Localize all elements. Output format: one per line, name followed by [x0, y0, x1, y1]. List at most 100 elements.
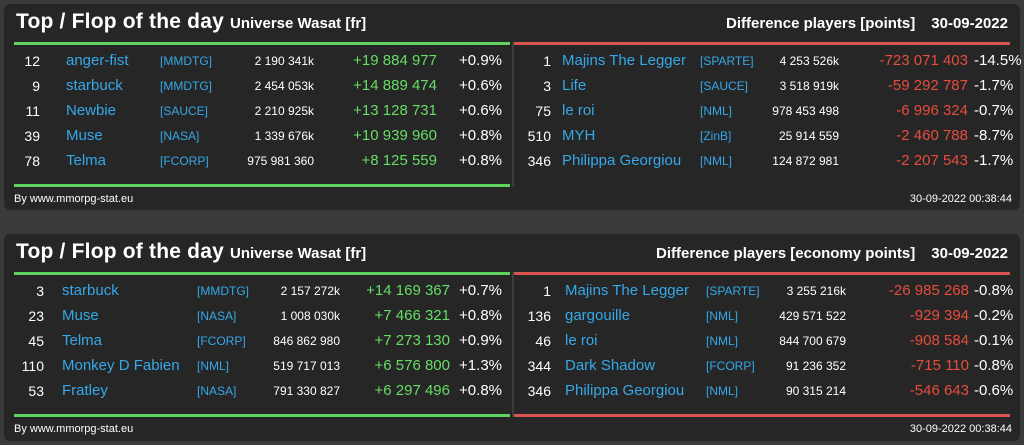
player-points: 429 571 522	[779, 309, 846, 323]
column-divider	[512, 42, 514, 187]
panel-title: Top / Flop of the day	[16, 10, 224, 33]
percent-change: -0.8%	[974, 282, 1014, 299]
player-name-link[interactable]: Philippa Georgiou	[562, 152, 682, 169]
points-difference: -6 996 324	[896, 102, 968, 119]
player-rank: 344	[527, 358, 551, 374]
player-name-link[interactable]: Newbie	[66, 102, 117, 119]
player-rank: 11	[25, 103, 40, 119]
alliance-tag: [MMDTG]	[197, 284, 249, 298]
percent-change: -0.7%	[974, 102, 1014, 119]
universe-label: Universe Wasat [fr]	[230, 15, 367, 32]
player-name-link[interactable]: Monkey D Fabien	[62, 357, 180, 374]
percent-change: +1.3%	[459, 357, 502, 374]
player-name-link[interactable]: Majins The Legger	[565, 282, 689, 299]
player-name-link[interactable]: gargouille	[565, 307, 631, 324]
player-rank: 12	[24, 53, 40, 69]
player-rank: 3	[36, 283, 44, 299]
player-points: 3 518 919k	[779, 79, 839, 93]
bottom-bar-green	[14, 184, 510, 187]
percent-change: +0.8%	[459, 127, 502, 144]
points-difference: +14 169 367	[366, 282, 450, 299]
flop-row: 75 le roi [NML] 978 453 498 -6 996 324 -0.7%	[514, 101, 1014, 126]
footer-source: By www.mmorpg-stat.eu	[14, 193, 134, 205]
player-points: 846 862 980	[273, 334, 340, 348]
percent-change: +0.8%	[459, 307, 502, 324]
player-rank: 346	[527, 153, 551, 169]
player-points: 844 700 679	[779, 334, 846, 348]
points-difference: +13 128 731	[353, 102, 437, 119]
top-row: 78 Telma [FCORP] 975 981 360 +8 125 559 +0.8%	[4, 151, 510, 176]
points-difference: +7 273 130	[374, 332, 451, 349]
alliance-tag: [FCORP]	[197, 334, 246, 348]
player-points: 2 454 053k	[254, 79, 314, 93]
bottom-bar-green	[14, 414, 510, 417]
alliance-tag: [NML]	[706, 309, 739, 323]
top-row: 12 anger-fist [MMDTG] 2 190 341k +19 884 977…	[4, 51, 510, 76]
player-points: 3 255 216k	[786, 284, 846, 298]
percent-change: -8.7%	[974, 127, 1014, 144]
points-difference: +6 297 496	[374, 382, 451, 399]
player-rank: 346	[527, 383, 551, 399]
player-name-link[interactable]: Majins The Legger	[562, 52, 686, 69]
top-row: 23 Muse [NASA] 1 008 030k +7 466 321 +0.8%	[4, 306, 510, 331]
points-difference: -2 460 788	[896, 127, 968, 144]
alliance-tag: [SAUCE]	[160, 104, 209, 118]
player-name-link[interactable]: Fratley	[62, 382, 108, 399]
top-flop-panel-points: Top / Flop of the day Universe Wasat [fr…	[4, 4, 1022, 210]
player-name-link[interactable]: Telma	[62, 332, 103, 349]
player-name-link[interactable]: MYH	[562, 127, 596, 144]
top-row: 3 starbuck [MMDTG] 2 157 272k +14 169 367 +0.…	[4, 281, 510, 306]
player-points: 4 253 526k	[779, 54, 839, 68]
player-name-link[interactable]: le roi	[562, 102, 595, 119]
percent-change: +0.8%	[459, 382, 502, 399]
top-row: 45 Telma [FCORP] 846 862 980 +7 273 130 +0.9%	[4, 331, 510, 356]
player-rank: 39	[24, 128, 40, 144]
top-flop-panel-economy: Top / Flop of the day Universe Wasat [fr…	[4, 234, 1020, 441]
player-points: 25 914 559	[778, 129, 839, 143]
alliance-tag: [NML]	[700, 154, 733, 168]
flop-row: 510 MYH [ZinB] 25 914 559 -2 460 788 -8.7%	[514, 126, 1014, 151]
panel-date: 30-09-2022	[931, 15, 1008, 32]
top-row: 110 Monkey D Fabien [NML] 519 717 013 +6 576…	[4, 356, 510, 381]
player-name-link[interactable]: starbuck	[62, 282, 119, 299]
column-divider	[512, 272, 514, 417]
alliance-tag: [ZinB]	[700, 129, 732, 143]
player-points: 1 008 030k	[280, 309, 340, 323]
percent-change: +0.9%	[459, 332, 502, 349]
points-difference: +8 125 559	[361, 152, 438, 169]
difference-label: Difference players [points]	[726, 15, 916, 32]
points-difference: -723 071 403	[879, 52, 968, 69]
player-rank: 75	[535, 103, 551, 119]
alliance-tag: [NASA]	[160, 129, 200, 143]
alliance-tag: [FCORP]	[706, 359, 755, 373]
alliance-tag: [FCORP]	[160, 154, 209, 168]
player-name-link[interactable]: Philippa Georgiou	[565, 382, 685, 399]
top-bar-red	[514, 42, 1010, 45]
player-name-link[interactable]: starbuck	[66, 77, 123, 94]
player-name-link[interactable]: Dark Shadow	[565, 357, 656, 374]
player-name-link[interactable]: anger-fist	[66, 52, 129, 69]
points-difference: +10 939 960	[353, 127, 437, 144]
player-name-link[interactable]: le roi	[565, 332, 598, 349]
player-points: 2 210 925k	[254, 104, 314, 118]
alliance-tag: [NML]	[706, 384, 739, 398]
player-points: 791 330 827	[273, 384, 340, 398]
footer-source: By www.mmorpg-stat.eu	[14, 423, 134, 435]
percent-change: -1.7%	[974, 152, 1014, 169]
player-points: 90 315 214	[785, 384, 846, 398]
player-name-link[interactable]: Muse	[66, 127, 103, 144]
alliance-tag: [MMDTG]	[160, 54, 212, 68]
player-name-link[interactable]: Telma	[66, 152, 107, 169]
top-bar-green	[14, 272, 510, 275]
player-points: 91 236 352	[785, 359, 846, 373]
points-difference: -26 985 268	[888, 282, 969, 299]
player-name-link[interactable]: Muse	[62, 307, 99, 324]
flop-row: 346 Philippa Georgiou [NML] 90 315 214 -546 …	[514, 381, 1014, 406]
player-points: 978 453 498	[772, 104, 839, 118]
footer-timestamp: 30-09-2022 00:38:44	[909, 423, 1012, 435]
player-name-link[interactable]: Life	[562, 77, 587, 94]
points-difference: -929 394	[909, 307, 969, 324]
player-rank: 53	[28, 383, 44, 399]
percent-change: +0.7%	[459, 282, 502, 299]
player-rank: 23	[28, 308, 44, 324]
